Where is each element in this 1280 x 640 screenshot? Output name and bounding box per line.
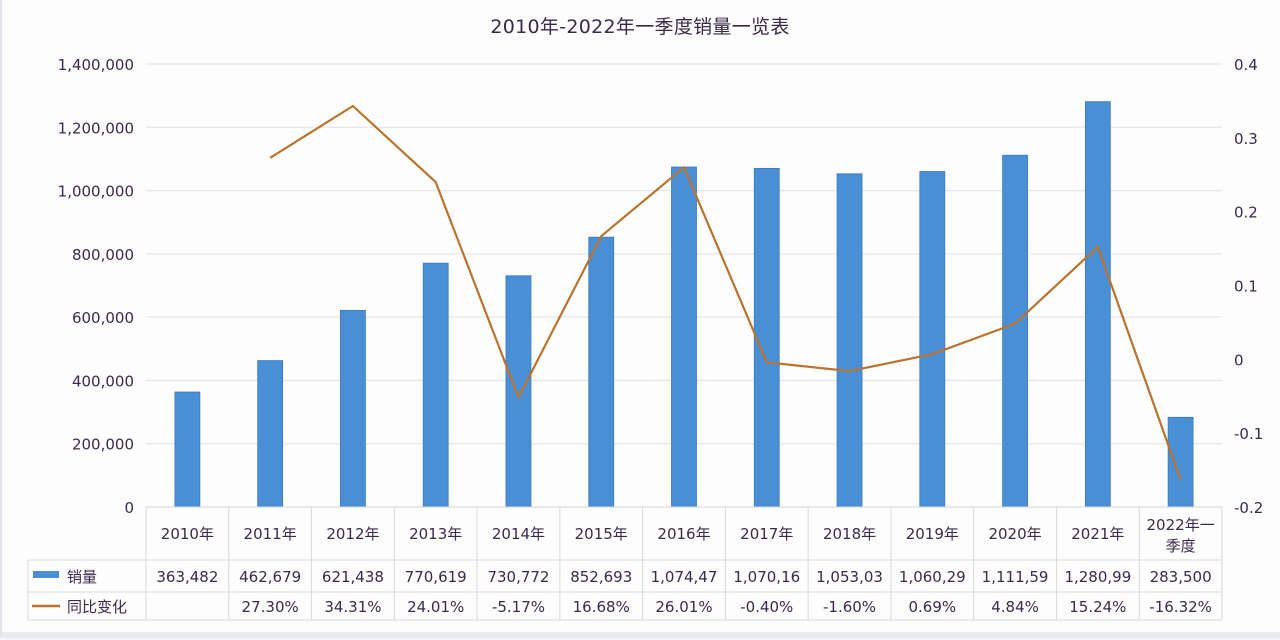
bar bbox=[1002, 154, 1028, 508]
bar bbox=[505, 275, 532, 508]
table-header-cell: 2017年 bbox=[740, 525, 793, 543]
bar bbox=[340, 309, 366, 508]
table-header-cell: 2014年 bbox=[492, 525, 545, 543]
bar bbox=[1084, 101, 1111, 508]
table-cell: 15.24% bbox=[1069, 598, 1126, 616]
bar bbox=[919, 171, 946, 508]
table-cell: 4.84% bbox=[991, 598, 1039, 616]
table-header-cell: 2016年 bbox=[657, 525, 710, 543]
table-cell: 1,053,03 bbox=[816, 568, 883, 586]
left-axis-tick-label: 200,000 bbox=[72, 436, 134, 454]
right-axis-tick-label: -0.1 bbox=[1234, 425, 1263, 443]
chart-title: 2010年-2022年一季度销量一览表 bbox=[490, 16, 790, 38]
line-series bbox=[269, 104, 1182, 481]
bar bbox=[422, 262, 449, 508]
table-cell: 363,482 bbox=[156, 568, 218, 586]
legend-bar-key-icon bbox=[33, 571, 59, 578]
table-cell: 852,693 bbox=[570, 568, 632, 586]
table-header-cell: 2022年一 bbox=[1147, 516, 1215, 534]
right-axis-tick-label: 0.2 bbox=[1234, 204, 1258, 222]
right-axis-tick-label: 0.3 bbox=[1234, 130, 1258, 148]
bar-series bbox=[174, 101, 1194, 508]
table-cell: -16.32% bbox=[1149, 598, 1212, 616]
table-cell: 621,438 bbox=[322, 568, 384, 586]
left-axis-tick-label: 1,400,000 bbox=[58, 56, 134, 74]
table-cell: 1,074,47 bbox=[651, 568, 718, 586]
bar bbox=[174, 391, 201, 508]
gridlines: 0 200,000 400,000 600,000 800,000 1,000,000 1,… bbox=[58, 56, 1264, 517]
right-axis-tick-label: -0.2 bbox=[1234, 499, 1263, 517]
legend-label: 同比变化 bbox=[67, 598, 127, 616]
left-axis-tick-label: 600,000 bbox=[72, 309, 134, 327]
table-header-cell: 2011年 bbox=[244, 525, 297, 543]
table-cell: 730,772 bbox=[487, 568, 549, 586]
left-axis-tick-label: 800,000 bbox=[72, 246, 134, 264]
table-cell: -0.40% bbox=[740, 598, 793, 616]
legend-label: 销量 bbox=[67, 568, 97, 586]
table-cell: 26.01% bbox=[655, 598, 712, 616]
table-cell: 1,070,16 bbox=[733, 568, 800, 586]
right-axis-tick-label: 0.4 bbox=[1234, 56, 1258, 74]
bar bbox=[753, 167, 780, 508]
table-cell: 0.69% bbox=[908, 598, 956, 616]
table-header-cell: 2013年 bbox=[409, 525, 462, 543]
table-cell: 1,280,99 bbox=[1064, 568, 1131, 586]
table-cell: 27.30% bbox=[242, 598, 299, 616]
table-header-cell: 季度 bbox=[1166, 537, 1196, 555]
data-table: 2010年 2011年 2012年 2013年 2014年 2015年 2016年 2017年… bbox=[27, 506, 1223, 621]
left-axis-tick-label: 1,200,000 bbox=[58, 119, 134, 137]
table-cell: 283,500 bbox=[1150, 568, 1212, 586]
bar bbox=[257, 360, 284, 508]
left-axis-tick-label: 400,000 bbox=[72, 372, 134, 390]
bar bbox=[836, 173, 863, 508]
table-cell: -5.17% bbox=[492, 598, 545, 616]
bar bbox=[588, 236, 615, 508]
table-header-cell: 2012年 bbox=[326, 525, 379, 543]
table-cell: 24.01% bbox=[407, 598, 464, 616]
table-header-cell: 2021年 bbox=[1071, 525, 1124, 543]
left-axis-tick-label: 1,000,000 bbox=[58, 183, 134, 201]
table-cell: 1,060,29 bbox=[899, 568, 966, 586]
table-header-cell: 2018年 bbox=[823, 525, 876, 543]
table-cell: 462,679 bbox=[239, 568, 301, 586]
table-header-cell: 2015年 bbox=[575, 525, 628, 543]
table-cell: 16.68% bbox=[573, 598, 630, 616]
right-axis-tick-label: 0.1 bbox=[1234, 278, 1258, 296]
left-axis-tick-label: 0 bbox=[124, 499, 134, 517]
table-cell: 1,111,59 bbox=[982, 568, 1049, 586]
table-cell: 34.31% bbox=[324, 598, 381, 616]
table-header-cell: 2010年 bbox=[161, 525, 214, 543]
right-axis-tick-label: 0 bbox=[1234, 351, 1244, 369]
table-header-cell: 2020年 bbox=[988, 525, 1041, 543]
bar bbox=[1167, 416, 1194, 508]
bar bbox=[671, 166, 697, 508]
table-cell: -1.60% bbox=[823, 598, 876, 616]
table-cell: 770,619 bbox=[405, 568, 467, 586]
table-header-cell: 2019年 bbox=[906, 525, 959, 543]
